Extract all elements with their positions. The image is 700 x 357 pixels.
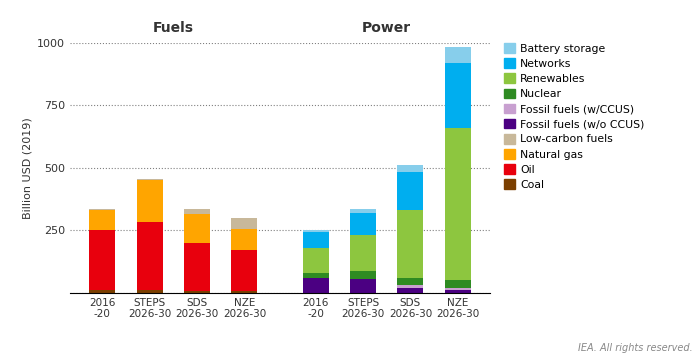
Bar — [136, 180, 162, 221]
Bar — [398, 210, 424, 278]
Bar — [232, 218, 258, 229]
Bar — [89, 209, 116, 210]
Bar — [398, 171, 424, 210]
Bar — [302, 278, 328, 293]
Bar — [89, 290, 116, 293]
Text: IEA. All rights reserved.: IEA. All rights reserved. — [578, 343, 693, 353]
Bar — [184, 243, 210, 291]
Bar — [302, 230, 328, 231]
Bar — [444, 288, 471, 290]
Bar — [89, 230, 116, 290]
Bar — [232, 229, 258, 250]
Bar — [136, 179, 162, 180]
Bar — [184, 209, 210, 214]
Bar — [232, 291, 258, 293]
Bar — [444, 63, 471, 128]
Bar — [444, 47, 471, 63]
Bar — [302, 231, 328, 248]
Bar — [444, 128, 471, 280]
Text: Power: Power — [362, 21, 412, 35]
Bar — [444, 280, 471, 288]
Bar — [350, 213, 376, 235]
Bar — [398, 165, 424, 171]
Bar — [302, 248, 328, 273]
Bar — [350, 209, 376, 213]
Bar — [136, 290, 162, 293]
Bar — [302, 273, 328, 278]
Bar — [350, 235, 376, 271]
Bar — [350, 279, 376, 293]
Bar — [398, 288, 424, 293]
Bar — [232, 250, 258, 291]
Bar — [136, 221, 162, 290]
Bar — [398, 285, 424, 288]
Bar — [184, 214, 210, 243]
Bar — [184, 291, 210, 293]
Text: Fuels: Fuels — [153, 21, 194, 35]
Y-axis label: Billion USD (2019): Billion USD (2019) — [23, 117, 33, 219]
Bar — [89, 210, 116, 230]
Bar — [444, 290, 471, 293]
Bar — [398, 278, 424, 285]
Legend: Battery storage, Networks, Renewables, Nuclear, Fossil fuels (w/CCUS), Fossil fu: Battery storage, Networks, Renewables, N… — [504, 43, 645, 190]
Bar — [350, 271, 376, 279]
